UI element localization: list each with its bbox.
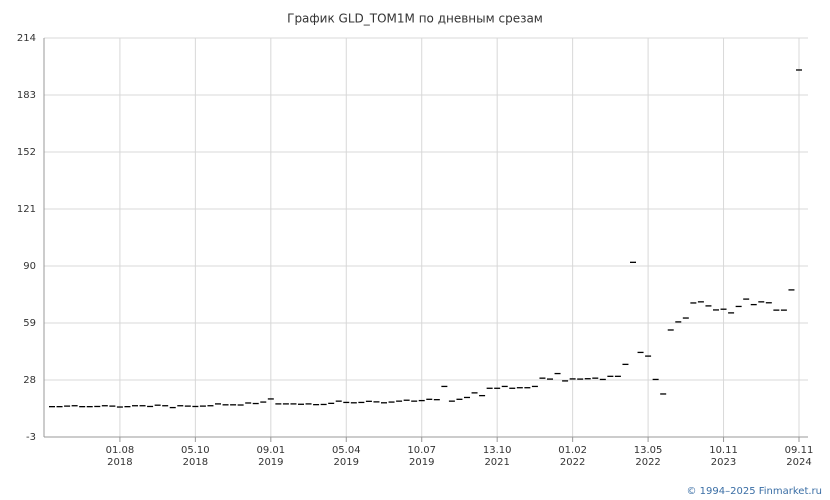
y-tick-label: 214 <box>17 33 36 44</box>
x-tick-label: 10.07 2019 <box>407 445 437 468</box>
y-tick-label: 28 <box>23 375 36 386</box>
x-tick-label: 13.05 2022 <box>633 445 663 468</box>
y-tick-label: 152 <box>17 147 36 158</box>
x-tick-label: 10.11 2023 <box>709 445 738 468</box>
credit: © 1994–2025 Finmarket.ru <box>686 486 822 497</box>
chart-title: График GLD_TOM1M по дневным срезам <box>287 12 543 26</box>
y-tick-label: 121 <box>17 204 36 215</box>
x-tick-label: 09.11 2024 <box>784 445 814 468</box>
x-tick-label: 13.10 2021 <box>482 445 512 468</box>
x-tick-label: 05.04 2019 <box>331 445 361 468</box>
x-tick-label: 05.10 2018 <box>181 445 210 468</box>
y-tick-label: 90 <box>23 261 36 272</box>
x-tick-label: 09.01 2019 <box>256 445 286 468</box>
x-tick-label: 01.08 2018 <box>105 445 135 468</box>
y-tick-label: 183 <box>17 90 36 101</box>
y-tick-label: 59 <box>23 318 36 329</box>
y-tick-label: -3 <box>26 432 36 443</box>
x-tick-label: 01.02 2022 <box>558 445 587 468</box>
